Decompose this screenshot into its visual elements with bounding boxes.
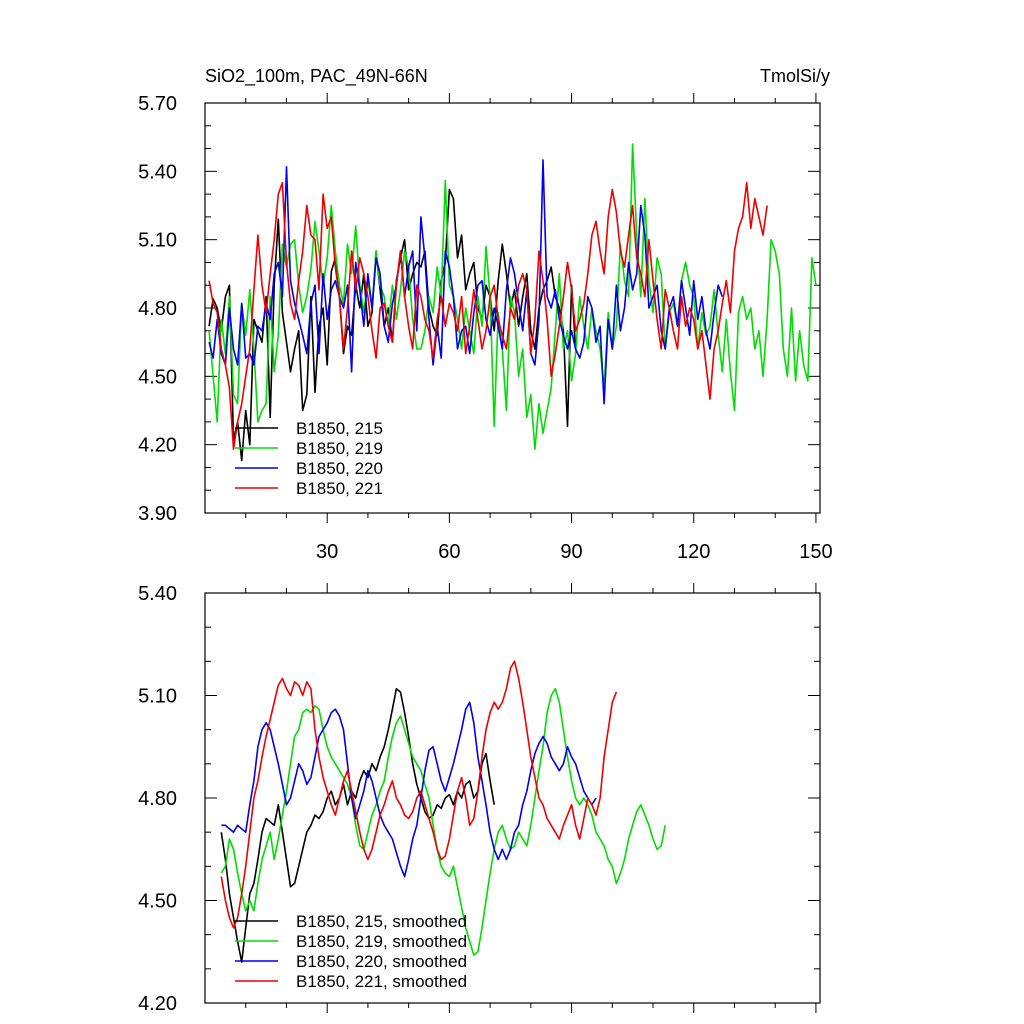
y-tick-label: 5.10 bbox=[138, 230, 177, 252]
top-panel: SiO2_100m, PAC_49N-66N TmolSi/y 3.90 4.20… bbox=[138, 66, 833, 563]
legend-label-2: B1850, 220 bbox=[296, 459, 383, 478]
legend-label-1: B1850, 219 bbox=[296, 439, 383, 458]
series-line-3 bbox=[208, 181, 768, 451]
y-tick-label: 5.40 bbox=[138, 583, 177, 605]
series-line-1 bbox=[208, 143, 817, 451]
y-tick-label: 4.20 bbox=[138, 993, 177, 1015]
legend-label-1: B1850, 219, smoothed bbox=[296, 932, 467, 951]
y-tick-label: 4.50 bbox=[138, 366, 177, 388]
y-tick-label: 4.80 bbox=[138, 788, 177, 810]
x-tick-label: 60 bbox=[438, 541, 460, 563]
y-tick-label: 3.90 bbox=[138, 503, 177, 525]
y-tick-label: 4.50 bbox=[138, 891, 177, 913]
top-panel-units: TmolSi/y bbox=[760, 66, 830, 86]
y-tick-label: 4.20 bbox=[138, 435, 177, 457]
x-tick-label: 120 bbox=[677, 541, 710, 563]
bottom-panel: 4.20 4.50 4.80 5.10 5.40 B1850, 215, smoothed… bbox=[138, 583, 821, 1015]
y-tick-label: 5.40 bbox=[138, 161, 177, 183]
series-line-0 bbox=[220, 687, 495, 963]
legend-label-2: B1850, 220, smoothed bbox=[296, 952, 467, 971]
legend-label-3: B1850, 221, smoothed bbox=[296, 972, 467, 991]
y-tick-label: 4.80 bbox=[138, 298, 177, 320]
x-tick-label: 90 bbox=[560, 541, 582, 563]
legend-label-0: B1850, 215, smoothed bbox=[296, 912, 467, 931]
series-line-2 bbox=[221, 701, 597, 878]
top-panel-title: SiO2_100m, PAC_49N-66N bbox=[205, 66, 428, 87]
legend-label-0: B1850, 215 bbox=[296, 419, 383, 438]
x-tick-label: 150 bbox=[799, 541, 832, 563]
series-line-0 bbox=[208, 188, 577, 462]
y-tick-label: 5.70 bbox=[138, 93, 177, 115]
legend-label-3: B1850, 221 bbox=[296, 479, 383, 498]
series-line-3 bbox=[220, 660, 618, 929]
y-tick-label: 5.10 bbox=[138, 686, 177, 708]
x-tick-label: 30 bbox=[316, 541, 338, 563]
series-line-1 bbox=[220, 687, 666, 957]
series-line-2 bbox=[208, 159, 724, 405]
